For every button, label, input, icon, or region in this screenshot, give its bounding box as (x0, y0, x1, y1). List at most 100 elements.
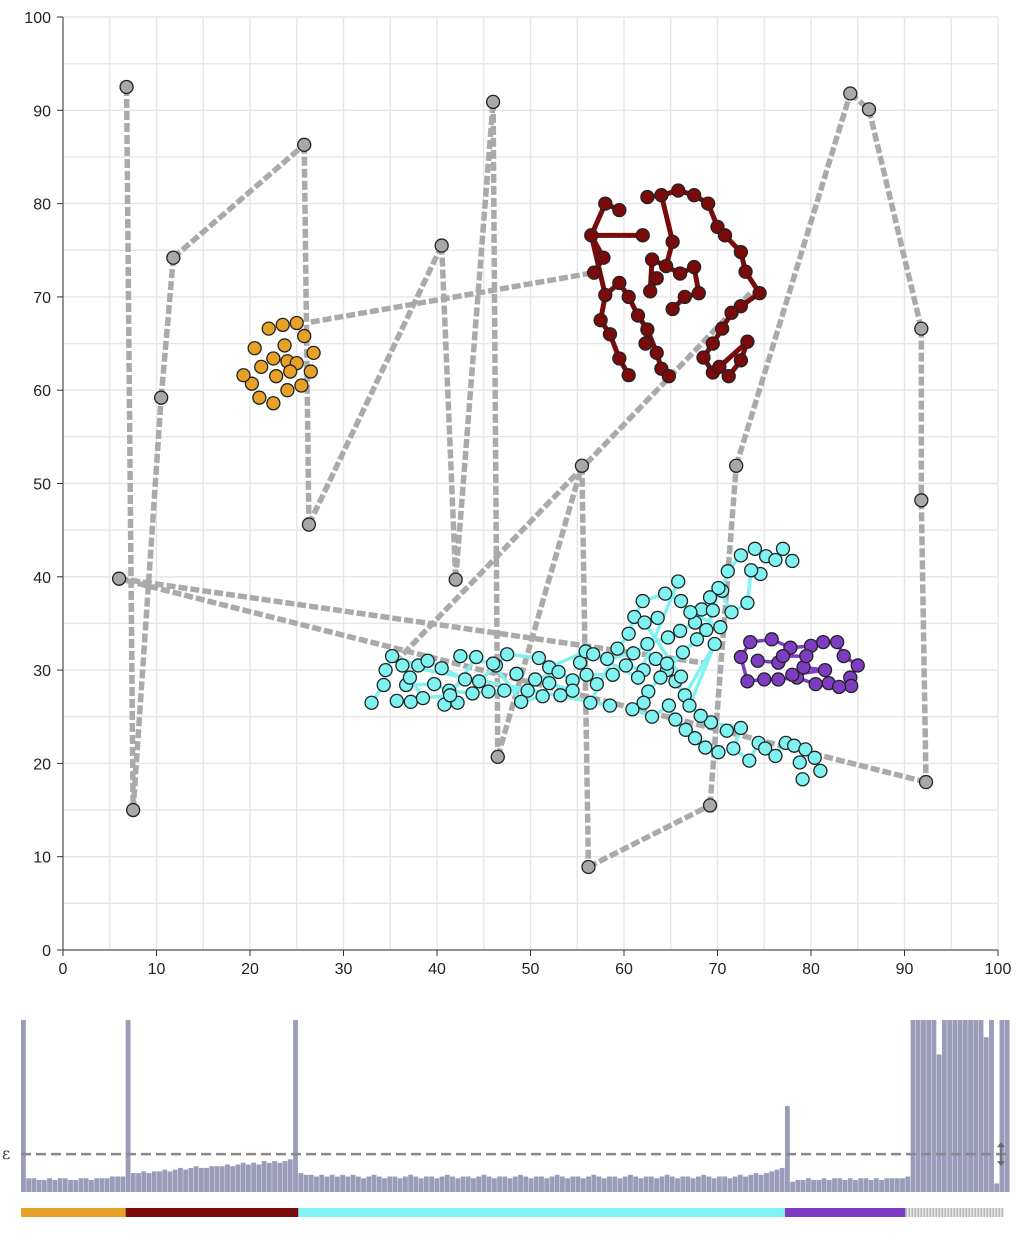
point-darkred (696, 350, 711, 365)
reachability-bar (167, 1171, 173, 1192)
reachability-bar (989, 1020, 994, 1192)
reachability-bar (99, 1178, 105, 1192)
point-darkred (721, 369, 736, 384)
noise-point (843, 86, 858, 101)
point-cyan (698, 740, 713, 755)
reachability-bar (266, 1162, 272, 1192)
point-darkred (733, 353, 749, 368)
point-purple (750, 653, 765, 668)
point-darkred (738, 264, 753, 279)
reachability-bar (795, 1179, 801, 1192)
noise-point (111, 571, 127, 586)
point-cyan (626, 646, 641, 661)
reachability-bar (905, 1176, 911, 1192)
point-cyan (442, 688, 458, 703)
reachability-bar (643, 1176, 649, 1192)
point-darkred (612, 351, 627, 366)
point-cyan (618, 658, 634, 673)
point-darkred (665, 234, 680, 250)
noise-path-segment (171, 142, 307, 260)
point-darkred (593, 313, 608, 328)
reachability-bar (648, 1176, 654, 1192)
reachability-bar (737, 1174, 743, 1192)
noise-point (434, 238, 449, 253)
point-cyan (733, 720, 749, 736)
point-cyan (657, 586, 673, 601)
point-cyan (673, 669, 689, 684)
reachability-bar (962, 1020, 968, 1192)
reachability-bar (382, 1178, 387, 1192)
reachability-bar (921, 1020, 926, 1192)
reachability-bar (183, 1169, 189, 1192)
reachability-bar (219, 1166, 225, 1192)
point-cyan (453, 648, 468, 664)
point-darkred (649, 271, 664, 286)
reachability-bar (125, 1020, 131, 1192)
x-tick-label: 80 (802, 961, 820, 978)
reachability-bar (706, 1176, 712, 1192)
strip-noise-tick (947, 1208, 950, 1217)
reachability-bar (758, 1174, 764, 1192)
noise-point (918, 774, 934, 790)
reachability-bar (915, 1020, 921, 1192)
reachability-bar (298, 1173, 304, 1192)
reachability-bar (931, 1020, 937, 1192)
reachability-bar (779, 1167, 785, 1192)
reachability-bar (230, 1166, 236, 1192)
point-cyan (726, 741, 741, 756)
reachability-bar (429, 1176, 434, 1192)
noise-point (702, 798, 718, 813)
point-orange (297, 328, 312, 344)
point-cyan (673, 593, 689, 609)
point-orange (306, 345, 321, 361)
cluster-orange (236, 315, 321, 411)
point-cyan (705, 603, 720, 618)
reachability-bar (251, 1162, 257, 1192)
reachability-bar (596, 1176, 602, 1192)
epsilon-threshold[interactable]: ε (2, 1142, 1010, 1167)
point-cyan (672, 623, 688, 639)
reachability-bar (465, 1176, 471, 1192)
point-cyan (719, 723, 734, 738)
strip-noise-tick (1001, 1208, 1004, 1217)
point-purple (808, 676, 823, 692)
noise-point (166, 250, 181, 265)
point-cyan (683, 605, 698, 620)
point-orange (244, 376, 260, 391)
reachability-bar (104, 1178, 110, 1192)
point-cyan (420, 653, 435, 668)
x-tick-label: 60 (615, 961, 633, 978)
axes: 0 10 20 30 40 50 60 70 80 90 100 0 10 20 30 40 50 60 70 80 9… (24, 10, 1011, 978)
reachability-bar (654, 1178, 660, 1192)
reachability-bar (983, 1037, 989, 1192)
point-cyan (724, 605, 739, 620)
point-cyan (660, 630, 676, 645)
noise-point (581, 859, 596, 875)
point-cyan (457, 672, 473, 687)
reachability-bar (622, 1176, 628, 1192)
strip-noise-tick (908, 1208, 911, 1217)
strip-noise-tick (971, 1208, 974, 1217)
point-cyan (678, 722, 693, 737)
reachability-bar (580, 1178, 586, 1192)
point-darkred (658, 258, 674, 274)
noise-point (490, 749, 505, 765)
reachability-bar (188, 1167, 194, 1192)
point-purple (836, 648, 851, 664)
point-cyan (650, 610, 665, 626)
noise-point (154, 390, 169, 405)
reachability-bar-chart: ε (2, 1020, 1010, 1217)
reachability-bar (805, 1178, 811, 1192)
reachability-bar (329, 1174, 335, 1192)
reachability-bar (413, 1176, 419, 1192)
point-cyan (707, 636, 722, 652)
reachability-bar (52, 1179, 58, 1192)
reachability-bar (894, 1178, 900, 1192)
grid (62, 16, 999, 951)
resize-arrows-icon[interactable] (997, 1142, 1005, 1167)
point-cyan (551, 664, 566, 680)
reachability-bar (811, 1179, 816, 1192)
epsilon-label: ε (2, 1144, 10, 1163)
strip-noise-tick (953, 1208, 956, 1217)
point-cyan (497, 683, 512, 698)
